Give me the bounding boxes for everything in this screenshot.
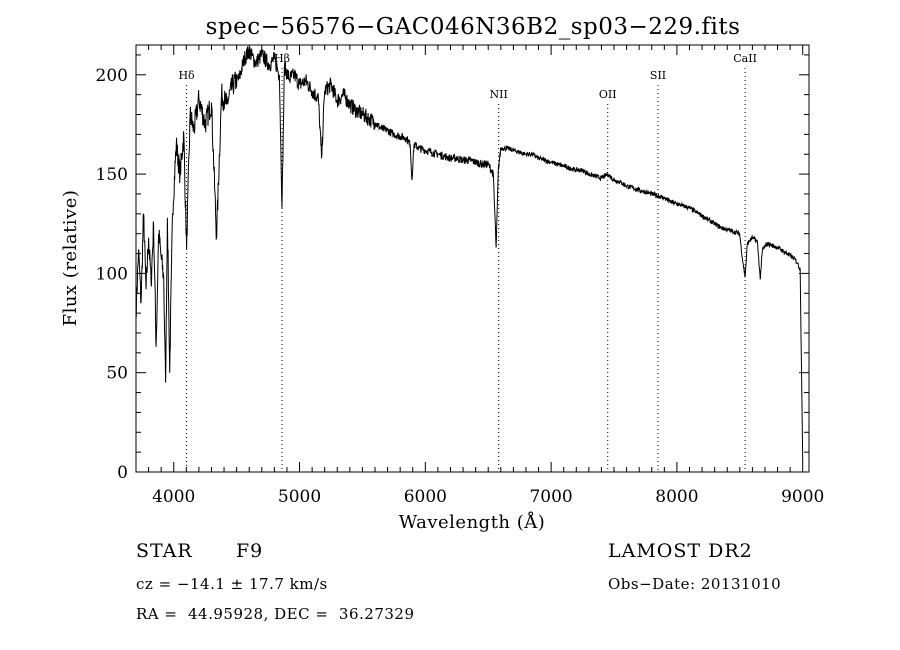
survey-name: LAMOST DR2 [608, 540, 753, 562]
spectral-subclass: F9 [236, 540, 264, 562]
annotation-label: Hδ [178, 69, 195, 82]
annotation-label: Hβ [274, 52, 290, 65]
spectrum-series-line [135, 46, 804, 463]
y-tick-labels: 0 50 100 150 200 [96, 66, 128, 483]
annotation-label: CaII [733, 52, 757, 65]
plot-frame [135, 44, 810, 473]
annotation-label: SII [650, 69, 666, 82]
annotation-label: NII [490, 88, 508, 101]
x-tick-label: 4000 [152, 487, 195, 507]
chart-title: spec−56576−GAC046N36B2_sp03−229.fits [206, 14, 741, 40]
y-tick-label: 0 [117, 463, 128, 483]
observation-date: Obs−Date: 20131010 [608, 575, 782, 593]
x-axis-title: Wavelength (Å) [399, 511, 546, 533]
x-tick-labels: 4000 5000 6000 7000 8000 9000 [152, 487, 824, 507]
y-tick-label: 200 [96, 66, 128, 86]
x-tick-label: 7000 [529, 487, 572, 507]
y-tick-label: 100 [96, 264, 128, 284]
x-tick-label: 6000 [404, 487, 447, 507]
y-axis-title: Flux (relative) [60, 190, 81, 327]
line-annotations: Hδ Hβ NII OII SII CaII [178, 52, 757, 472]
redshift-cz: cz = −14.1 ± 17.7 km/s [136, 575, 328, 593]
object-class: STAR [136, 540, 193, 562]
x-tick-label: 9000 [781, 487, 824, 507]
x-tick-label: 8000 [655, 487, 698, 507]
y-tick-label: 50 [106, 364, 128, 384]
y-tick-label: 150 [96, 165, 128, 185]
axis-ticks [135, 45, 809, 473]
x-tick-label: 5000 [278, 487, 321, 507]
annotation-label: OII [599, 88, 617, 101]
coordinates: RA = 44.95928, DEC = 36.27329 [136, 605, 415, 623]
